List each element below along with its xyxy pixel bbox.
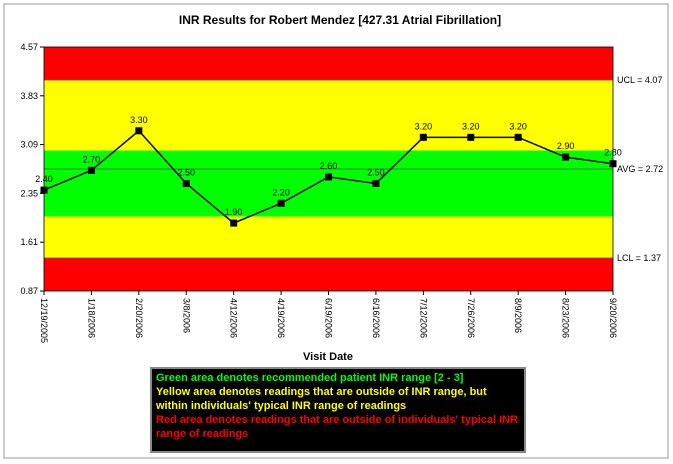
control-line-label: UCL = 4.07 bbox=[617, 75, 662, 85]
x-tick-label: 6/19/2006 bbox=[324, 298, 334, 338]
data-label: 2.60 bbox=[320, 161, 338, 171]
frame bbox=[3, 3, 669, 459]
legend: Green area denotes recommended patient I… bbox=[150, 367, 526, 453]
legend-entry: Green area denotes recommended patient I… bbox=[156, 372, 464, 384]
data-label: 2.50 bbox=[367, 168, 385, 178]
legend-entry: Red area denotes readings that are outsi… bbox=[156, 414, 519, 440]
control-line-label: AVG = 2.72 bbox=[617, 164, 663, 174]
data-point bbox=[135, 127, 143, 135]
y-tick-label: 2.35 bbox=[20, 188, 38, 198]
x-tick-label: 4/19/2006 bbox=[276, 298, 286, 338]
data-point bbox=[514, 133, 522, 141]
data-label: 3.20 bbox=[415, 121, 433, 131]
data-label: 2.20 bbox=[272, 187, 290, 197]
x-tick-label: 3/8/2006 bbox=[181, 298, 191, 333]
range-band bbox=[44, 216, 613, 259]
range-band bbox=[44, 258, 613, 291]
x-tick-label: 8/9/2006 bbox=[513, 298, 523, 333]
x-tick-label: 12/19/2005 bbox=[39, 298, 49, 343]
data-point bbox=[230, 219, 238, 227]
y-tick-label: 4.57 bbox=[20, 42, 38, 52]
x-tick-label: 9/20/2006 bbox=[608, 298, 618, 338]
data-label: 1.90 bbox=[225, 207, 243, 217]
data-point bbox=[372, 180, 380, 188]
data-point bbox=[277, 199, 285, 207]
data-label: 2.40 bbox=[35, 174, 53, 184]
data-point bbox=[609, 160, 617, 168]
y-tick-label: 3.83 bbox=[20, 91, 38, 101]
data-label: 3.30 bbox=[130, 115, 148, 125]
data-label: 2.70 bbox=[83, 154, 101, 164]
x-tick-label: 2/20/2006 bbox=[134, 298, 144, 338]
data-label: 2.80 bbox=[604, 148, 622, 158]
x-tick-label: 1/18/2006 bbox=[86, 298, 96, 338]
data-label: 3.20 bbox=[509, 121, 527, 131]
y-tick-label: 3.09 bbox=[20, 140, 38, 150]
data-point bbox=[40, 186, 48, 194]
data-label: 3.20 bbox=[462, 121, 480, 131]
control-line-label: LCL = 1.37 bbox=[617, 253, 661, 263]
data-label: 2.50 bbox=[177, 168, 195, 178]
data-point bbox=[562, 153, 570, 161]
legend-entry: Yellow area denotes readings that are ou… bbox=[156, 386, 487, 412]
range-band bbox=[44, 150, 613, 217]
x-tick-label: 7/12/2006 bbox=[418, 298, 428, 338]
x-tick-label: 8/23/2006 bbox=[561, 298, 571, 338]
x-axis-label: Visit Date bbox=[303, 351, 353, 363]
x-tick-label: 6/16/2006 bbox=[371, 298, 381, 338]
data-point bbox=[419, 133, 427, 141]
data-point bbox=[182, 180, 190, 188]
data-point bbox=[325, 173, 332, 181]
data-point bbox=[87, 166, 95, 174]
data-point bbox=[467, 133, 475, 141]
x-tick-label: 7/26/2006 bbox=[466, 298, 476, 338]
range-band bbox=[44, 47, 613, 80]
data-label: 2.90 bbox=[557, 141, 575, 151]
y-tick-label: 1.61 bbox=[20, 237, 38, 247]
y-tick-label: 0.87 bbox=[20, 286, 38, 296]
x-tick-label: 4/12/2006 bbox=[229, 298, 239, 338]
chart-title: INR Results for Robert Mendez [427.31 At… bbox=[179, 13, 501, 27]
